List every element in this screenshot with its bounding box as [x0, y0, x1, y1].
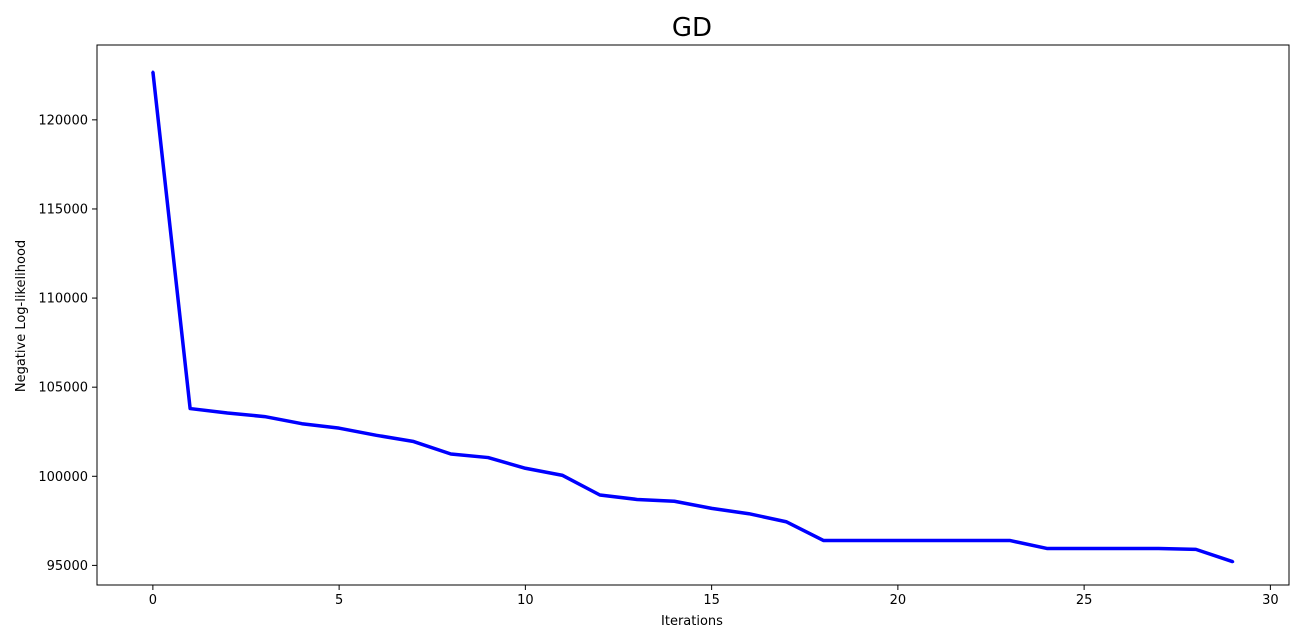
data-point	[1045, 547, 1049, 550]
data-point	[263, 415, 266, 418]
x-tick-label: 30	[1262, 593, 1279, 608]
data-point	[1157, 547, 1160, 550]
data-point	[524, 467, 527, 470]
data-point	[486, 456, 490, 459]
data-point	[747, 512, 751, 515]
plot-area-frame	[96, 44, 1290, 586]
x-axis-label: Iterations	[661, 614, 723, 629]
data-point	[449, 452, 453, 456]
data-point	[896, 539, 900, 542]
data-point	[300, 422, 304, 425]
x-tick-label: 5	[335, 593, 343, 608]
data-point	[188, 407, 192, 410]
data-point	[337, 426, 341, 430]
x-tick-label: 20	[890, 593, 907, 608]
y-tick-label: 105000	[38, 381, 88, 396]
y-tick-label: 115000	[38, 202, 88, 217]
data-point	[1082, 547, 1086, 550]
data-point	[1231, 560, 1235, 564]
data-point	[1120, 547, 1123, 550]
data-point	[1008, 539, 1011, 542]
data-point	[561, 474, 564, 477]
y-axis-label: Negative Log-likelihood	[14, 240, 29, 392]
data-point	[933, 539, 937, 542]
data-point	[598, 493, 602, 497]
y-axis-ticks: 95000 100000 105000 110000 115000 120000	[38, 113, 97, 574]
y-tick-label: 110000	[38, 292, 88, 307]
data-point	[226, 411, 229, 415]
y-tick-label: 100000	[38, 470, 88, 485]
chart-title: GD	[672, 13, 712, 43]
x-tick-label: 25	[1076, 593, 1093, 608]
data-point	[1194, 548, 1198, 551]
data-point	[971, 539, 974, 542]
y-tick-label: 95000	[47, 559, 88, 574]
x-tick-label: 15	[703, 593, 720, 608]
x-axis-ticks: 0 5 10 15 20 25 30	[149, 585, 1279, 608]
data-points	[151, 70, 1235, 564]
data-point	[822, 539, 825, 542]
data-point	[710, 507, 713, 510]
data-point	[859, 539, 862, 542]
data-point	[635, 498, 639, 501]
data-point	[784, 520, 788, 523]
y-tick-label: 120000	[38, 113, 88, 128]
data-point	[151, 70, 155, 73]
data-point	[375, 434, 378, 437]
data-point	[673, 500, 676, 503]
series-line	[151, 71, 1234, 564]
data-point	[412, 440, 415, 443]
x-tick-label: 10	[517, 593, 534, 608]
x-tick-label: 0	[149, 593, 157, 608]
